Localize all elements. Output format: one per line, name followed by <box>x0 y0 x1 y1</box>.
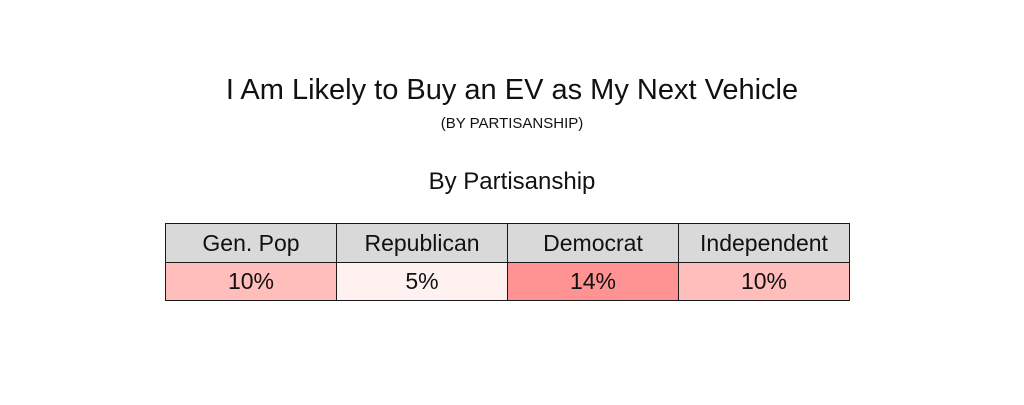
value-row: 10% 5% 14% 10% <box>165 262 850 301</box>
value-cell-republican: 5% <box>336 262 508 301</box>
value-cell-independent: 10% <box>678 262 850 301</box>
column-header-independent: Independent <box>678 223 850 263</box>
column-header-gen-pop: Gen. Pop <box>165 223 337 263</box>
header-row: Gen. Pop Republican Democrat Independent <box>165 223 850 263</box>
chart-title: I Am Likely to Buy an EV as My Next Vehi… <box>225 74 799 106</box>
chart-subtitle: (BY PARTISANSHIP) <box>440 115 584 132</box>
partisanship-table: Gen. Pop Republican Democrat Independent… <box>165 223 850 301</box>
column-header-democrat: Democrat <box>507 223 679 263</box>
value-cell-gen-pop: 10% <box>165 262 337 301</box>
column-header-republican: Republican <box>336 223 508 263</box>
value-cell-democrat: 14% <box>507 262 679 301</box>
table-title: By Partisanship <box>428 168 596 195</box>
